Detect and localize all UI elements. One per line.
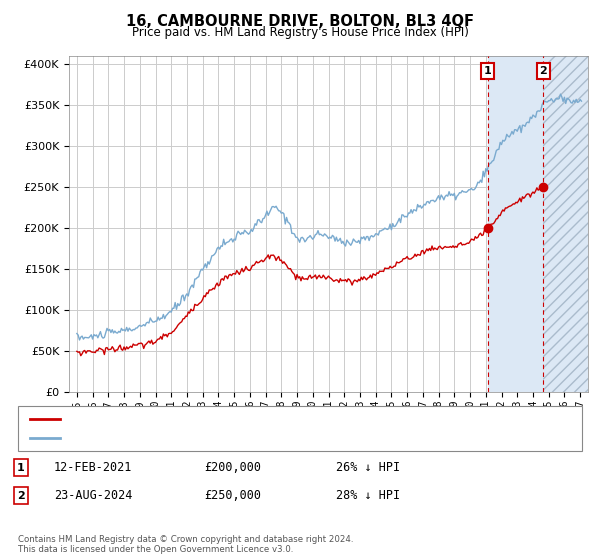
Text: 1: 1 (484, 66, 491, 76)
Text: £250,000: £250,000 (204, 489, 261, 502)
Bar (543, 56, 588, 392)
Bar (488, 56, 543, 392)
Text: HPI: Average price, detached house, Bolton: HPI: Average price, detached house, Bolt… (69, 433, 307, 444)
Text: 2: 2 (17, 491, 25, 501)
Text: 16, CAMBOURNE DRIVE, BOLTON, BL3 4QF (detached house): 16, CAMBOURNE DRIVE, BOLTON, BL3 4QF (de… (69, 413, 401, 423)
Text: 23-AUG-2024: 23-AUG-2024 (54, 489, 133, 502)
Text: 2: 2 (539, 66, 547, 76)
Text: 1: 1 (17, 463, 25, 473)
Text: 26% ↓ HPI: 26% ↓ HPI (336, 461, 400, 474)
Text: Price paid vs. HM Land Registry's House Price Index (HPI): Price paid vs. HM Land Registry's House … (131, 26, 469, 39)
Text: £200,000: £200,000 (204, 461, 261, 474)
Text: Contains HM Land Registry data © Crown copyright and database right 2024.
This d: Contains HM Land Registry data © Crown c… (18, 535, 353, 554)
Text: 28% ↓ HPI: 28% ↓ HPI (336, 489, 400, 502)
Text: 12-FEB-2021: 12-FEB-2021 (54, 461, 133, 474)
Text: 16, CAMBOURNE DRIVE, BOLTON, BL3 4QF: 16, CAMBOURNE DRIVE, BOLTON, BL3 4QF (126, 14, 474, 29)
